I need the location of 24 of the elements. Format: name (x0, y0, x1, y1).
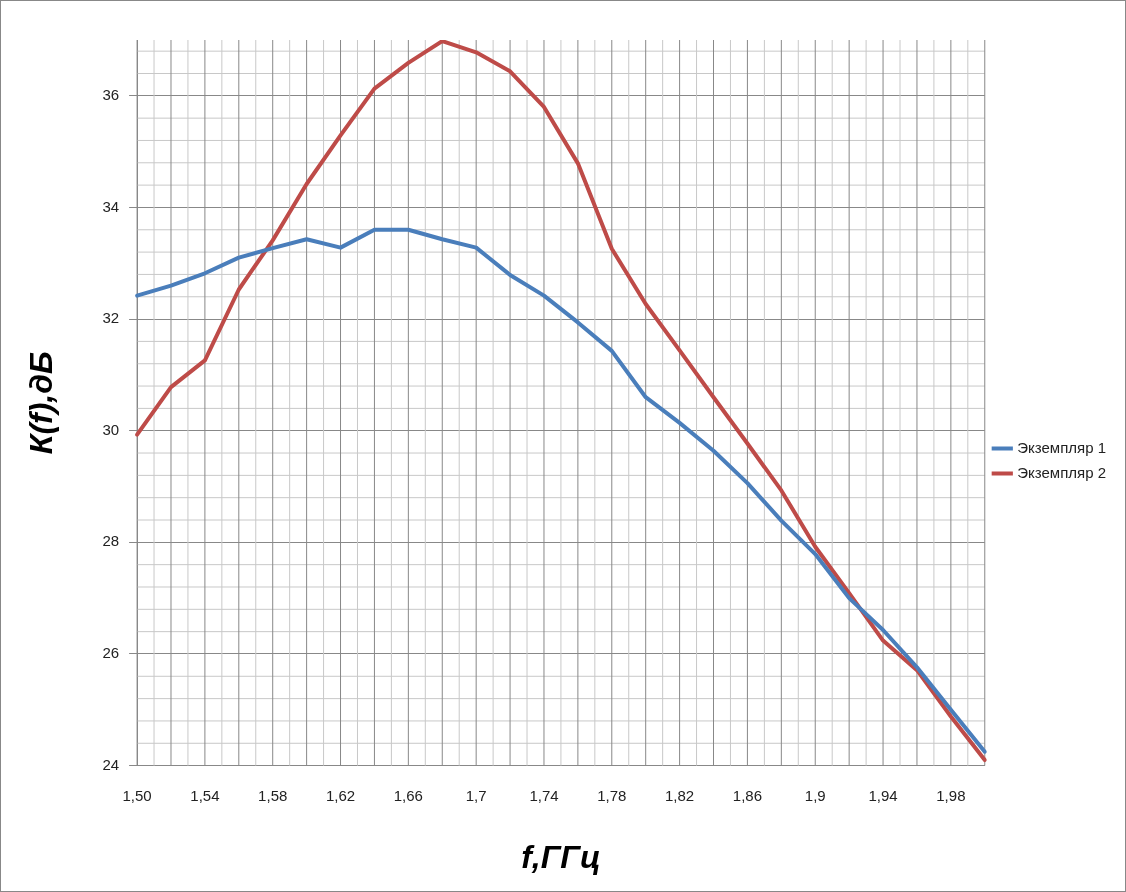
y-tick-label: 26 (102, 644, 120, 662)
x-tick-label: 1,94 (868, 786, 898, 804)
y-tick-label: 28 (102, 532, 120, 550)
legend-label: Экземпляр 2 (1017, 463, 1107, 481)
y-tick-label: 24 (102, 755, 120, 773)
y-tick-label: 32 (102, 309, 120, 327)
legend-label: Экземпляр 1 (1017, 438, 1107, 456)
y-tick-label: 30 (102, 420, 120, 438)
x-tick-label: 1,58 (258, 786, 288, 804)
x-tick-label: 1,78 (597, 786, 627, 804)
y-axis-title: К(f),дБ (23, 351, 60, 455)
x-tick-label: 1,54 (190, 786, 220, 804)
x-tick-label: 1,9 (804, 786, 826, 804)
x-tick-label: 1,82 (665, 786, 695, 804)
x-tick-label: 1,7 (465, 786, 487, 804)
x-tick-label: 1,66 (393, 786, 423, 804)
y-tick-label: 34 (102, 197, 120, 215)
x-tick-label: 1,98 (936, 786, 966, 804)
x-tick-label: 1,86 (732, 786, 763, 804)
y-tick-label: 36 (102, 85, 120, 103)
x-tick-label: 1,50 (122, 786, 152, 804)
x-tick-label: 1,62 (325, 786, 356, 804)
x-tick-label: 1,74 (529, 786, 559, 804)
x-axis-title: f,ГГц (521, 838, 601, 875)
